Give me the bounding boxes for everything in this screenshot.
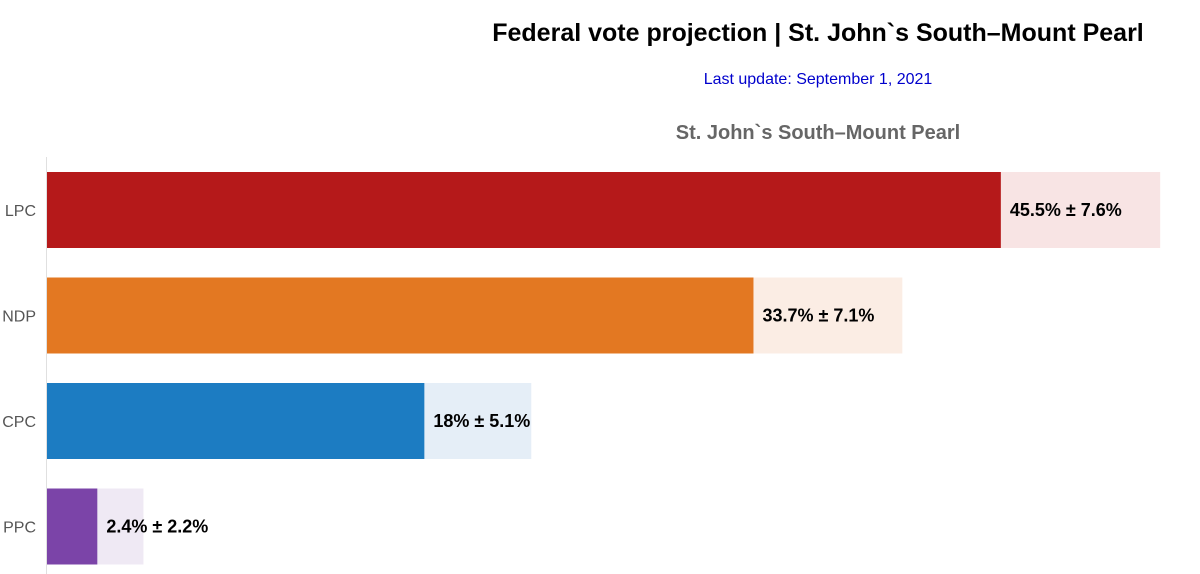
category-label-lpc: LPC	[5, 203, 36, 220]
last-update-text: Last update: September 1, 2021	[703, 71, 933, 88]
value-label-lpc: 45.5% ± 7.6%	[1010, 200, 1122, 220]
category-label-cpc: CPC	[2, 414, 36, 431]
bar-cpc	[47, 383, 425, 459]
chart-title: St. John`s South–Mount Pearl	[676, 122, 960, 144]
bar-ndp	[47, 277, 754, 354]
category-label-ndp: NDP	[2, 309, 36, 326]
value-label-ppc: 2.4% ± 2.2%	[106, 517, 208, 537]
category-label-ppc: PPC	[3, 520, 36, 537]
page-title: Federal vote projection | St. John`s Sou…	[492, 19, 1144, 47]
value-label-ndp: 33.7% ± 7.1%	[762, 306, 874, 326]
value-label-cpc: 18% ± 5.1%	[433, 411, 530, 431]
bar-lpc	[47, 172, 1001, 248]
bars-group: LPC 45.5% ± 7.6% NDP 33.7% ± 7.1% CPC 18% ± 5…	[2, 172, 1161, 565]
bar-ppc	[47, 488, 98, 565]
